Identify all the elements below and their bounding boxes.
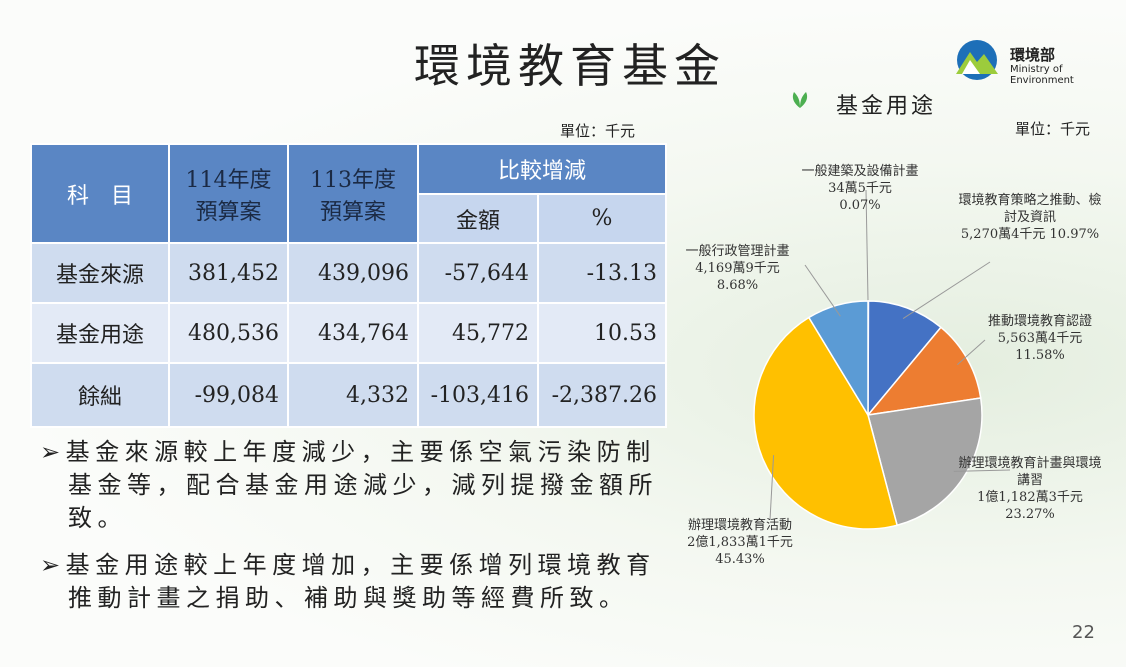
cell-number: 4,332	[287, 362, 419, 428]
cell-number: 10.53	[537, 302, 667, 364]
row-label: 餘絀	[30, 362, 170, 428]
cell-number: -99,084	[168, 362, 289, 428]
slice-amount-line: 4,169萬9千元	[670, 260, 805, 277]
slice-name: 一般建築及設備計畫	[801, 164, 919, 179]
slice-name: 辦理環境教育計畫與環境講習	[958, 456, 1102, 488]
table-row: 基金用途 480,536 434,764 45,772 10.53	[30, 302, 667, 364]
cell-number: -2,387.26	[537, 362, 667, 428]
cell-number: 45,772	[417, 302, 539, 364]
header-sub: 預算案	[319, 199, 386, 225]
slice-name: 一般行政管理計畫	[685, 244, 790, 259]
leader-line	[953, 469, 1011, 472]
pie-slice	[867, 397, 983, 527]
amount-header: 金額	[417, 193, 539, 244]
slice-percent: 45.43%	[715, 552, 765, 567]
title: 環境教育基金	[414, 39, 726, 93]
header-year: 114年度	[185, 167, 272, 193]
slice-name: 辦理環境教育活動	[687, 518, 792, 533]
slice-label: 辦理環境教育計畫與環境講習 1億1,182萬3千元 23.27%	[955, 455, 1105, 523]
slice-amount-line: 1億1,182萬3千元	[955, 489, 1105, 506]
compare-header: 比較增減	[417, 143, 667, 195]
slice-label: 辦理環境教育活動 2億1,833萬1千元 45.43%	[675, 517, 805, 568]
leader-line	[865, 189, 869, 313]
logo-icon	[956, 40, 998, 80]
cell-number: 381,452	[168, 242, 289, 304]
chart-title: 基金用途	[836, 94, 937, 119]
slice-amount-line: 5,270萬4千元 10.97%	[955, 226, 1105, 243]
bullets: ➢基金來源較上年度減少，主要係空氣污染防制基金等，配合基金用途減少，減列提撥金額…	[40, 436, 660, 629]
slice-amount: 5,270萬4千元	[960, 227, 1046, 242]
subject-header: 科 目	[30, 143, 170, 244]
bullet-marker: ➢	[40, 551, 66, 579]
slice-amount-line: 2億1,833萬1千元	[675, 534, 805, 551]
slice-label: 環境教育策略之推動、檢討及資訊 5,270萬4千元 10.97%	[955, 192, 1105, 243]
slice-name: 推動環境教育認證	[987, 314, 1092, 329]
slice-amount: 34萬5千元	[828, 181, 892, 196]
percent-header: %	[537, 193, 667, 244]
slice-amount: 1億1,182萬3千元	[977, 490, 1083, 505]
leader-line	[902, 261, 991, 320]
bullet-marker: ➢	[40, 438, 66, 466]
row-label: 基金用途	[30, 302, 170, 364]
cell-number: 439,096	[287, 242, 419, 304]
table-row: 基金來源 381,452 439,096 -57,644 -13.13	[30, 242, 667, 304]
header-year: 113年度	[310, 167, 396, 193]
slice-percent: 23.27%	[1005, 507, 1055, 522]
row-label: 基金來源	[30, 242, 170, 304]
cell-number: -57,644	[417, 242, 539, 304]
pie-slice	[753, 316, 899, 530]
slice-label: 推動環境教育認證 5,563萬4千元 11.58%	[965, 313, 1115, 364]
slice-amount: 4,169萬9千元	[695, 261, 780, 276]
slice-percent: 11.58%	[1015, 348, 1065, 363]
table-unit: 單位：千元	[560, 122, 636, 140]
slice-percent: 10.97%	[1049, 227, 1100, 242]
cell-number: 480,536	[168, 302, 289, 364]
leader-line	[804, 264, 841, 317]
header-sub: 預算案	[195, 199, 262, 225]
page-number: 22	[1072, 622, 1095, 643]
slice-label: 一般行政管理計畫 4,169萬9千元 8.68%	[670, 243, 805, 294]
slice-amount-line: 34萬5千元	[780, 180, 940, 197]
cell-number: 434,764	[287, 302, 419, 364]
bullet: ➢基金來源較上年度減少，主要係空氣污染防制基金等，配合基金用途減少，減列提撥金額…	[40, 436, 660, 535]
pie-slice	[866, 326, 982, 417]
bullet-text: 基金用途較上年度增加，主要係增列環境教育推動計畫之捐助、補助與獎助等經費所致。	[65, 551, 656, 612]
chart-unit: 單位：千元	[1015, 120, 1091, 138]
slice-label: 一般建築及設備計畫 34萬5千元 0.07%	[780, 163, 940, 214]
pie-slice	[807, 300, 869, 418]
pie-slice	[867, 300, 942, 418]
leaf-icon	[792, 92, 808, 108]
col-header: 113年度預算案	[287, 143, 419, 244]
budget-table: 科 目 114年度預算案 113年度預算案 比較增減 金額 % 基金來源 381,…	[30, 143, 667, 428]
slice-percent: 8.68%	[716, 278, 759, 293]
logo-english: Ministry of Environment	[1010, 64, 1074, 86]
logo-name: 環境部	[1010, 46, 1056, 64]
slice-amount: 2億1,833萬1千元	[687, 535, 793, 550]
table-row: 餘絀 -99,084 4,332 -103,416 -2,387.26	[30, 362, 667, 428]
cell-number: -103,416	[417, 362, 539, 428]
leader-line	[769, 455, 775, 521]
cell-number: -13.13	[537, 242, 667, 304]
slice-name: 環境教育策略之推動、檢討及資訊	[958, 193, 1102, 225]
slice-percent: 0.07%	[839, 198, 881, 213]
bullet: ➢基金用途較上年度增加，主要係增列環境教育推動計畫之捐助、補助與獎助等經費所致。	[40, 549, 660, 615]
slice-amount-line: 5,563萬4千元	[965, 330, 1115, 347]
slice-amount: 5,563萬4千元	[997, 331, 1083, 346]
col-header: 114年度預算案	[168, 143, 289, 244]
bullet-text: 基金來源較上年度減少，主要係空氣污染防制基金等，配合基金用途減少，減列提撥金額所…	[65, 438, 658, 532]
leader-line	[957, 339, 986, 365]
